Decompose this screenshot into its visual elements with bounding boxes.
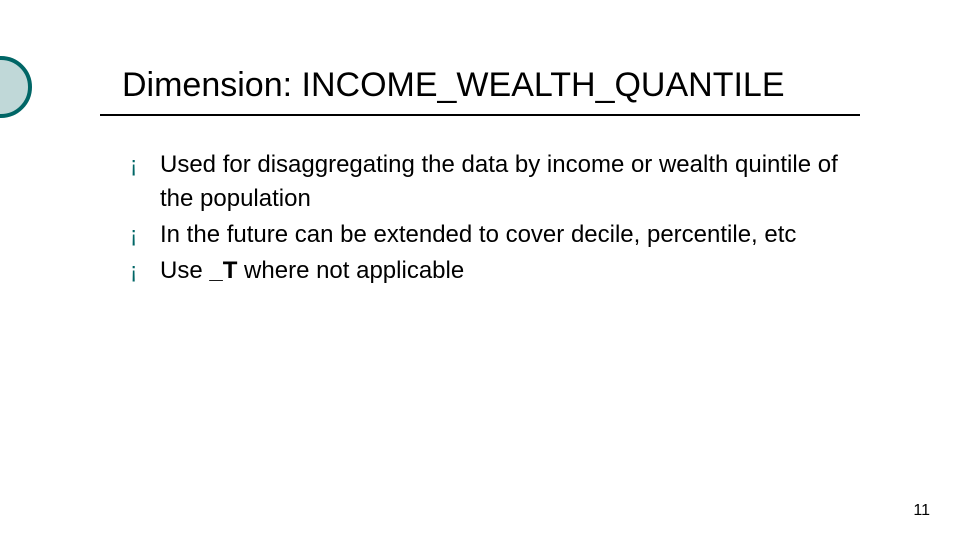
bullet-marker-icon: ¡ <box>130 148 160 182</box>
slide-title: Dimension: INCOME_WEALTH_QUANTILE <box>122 66 785 105</box>
bullet-text: Used for disaggregating the data by inco… <box>160 148 860 216</box>
bullet-marker-icon: ¡ <box>130 254 160 288</box>
bullet-item: ¡ Use _T where not applicable <box>130 254 860 288</box>
bullet-item: ¡ Used for disaggregating the data by in… <box>130 148 860 216</box>
bold-text: _T <box>209 257 237 284</box>
bullet-item: ¡ In the future can be extended to cover… <box>130 218 860 252</box>
bullet-marker-icon: ¡ <box>130 218 160 252</box>
content-area: ¡ Used for disaggregating the data by in… <box>130 148 860 290</box>
decorative-circle <box>0 56 32 118</box>
title-underline <box>100 114 860 116</box>
bullet-text: In the future can be extended to cover d… <box>160 218 860 252</box>
slide-container: Dimension: INCOME_WEALTH_QUANTILE ¡ Used… <box>0 0 960 540</box>
page-number: 11 <box>913 502 930 520</box>
bullet-text: Use _T where not applicable <box>160 254 860 288</box>
